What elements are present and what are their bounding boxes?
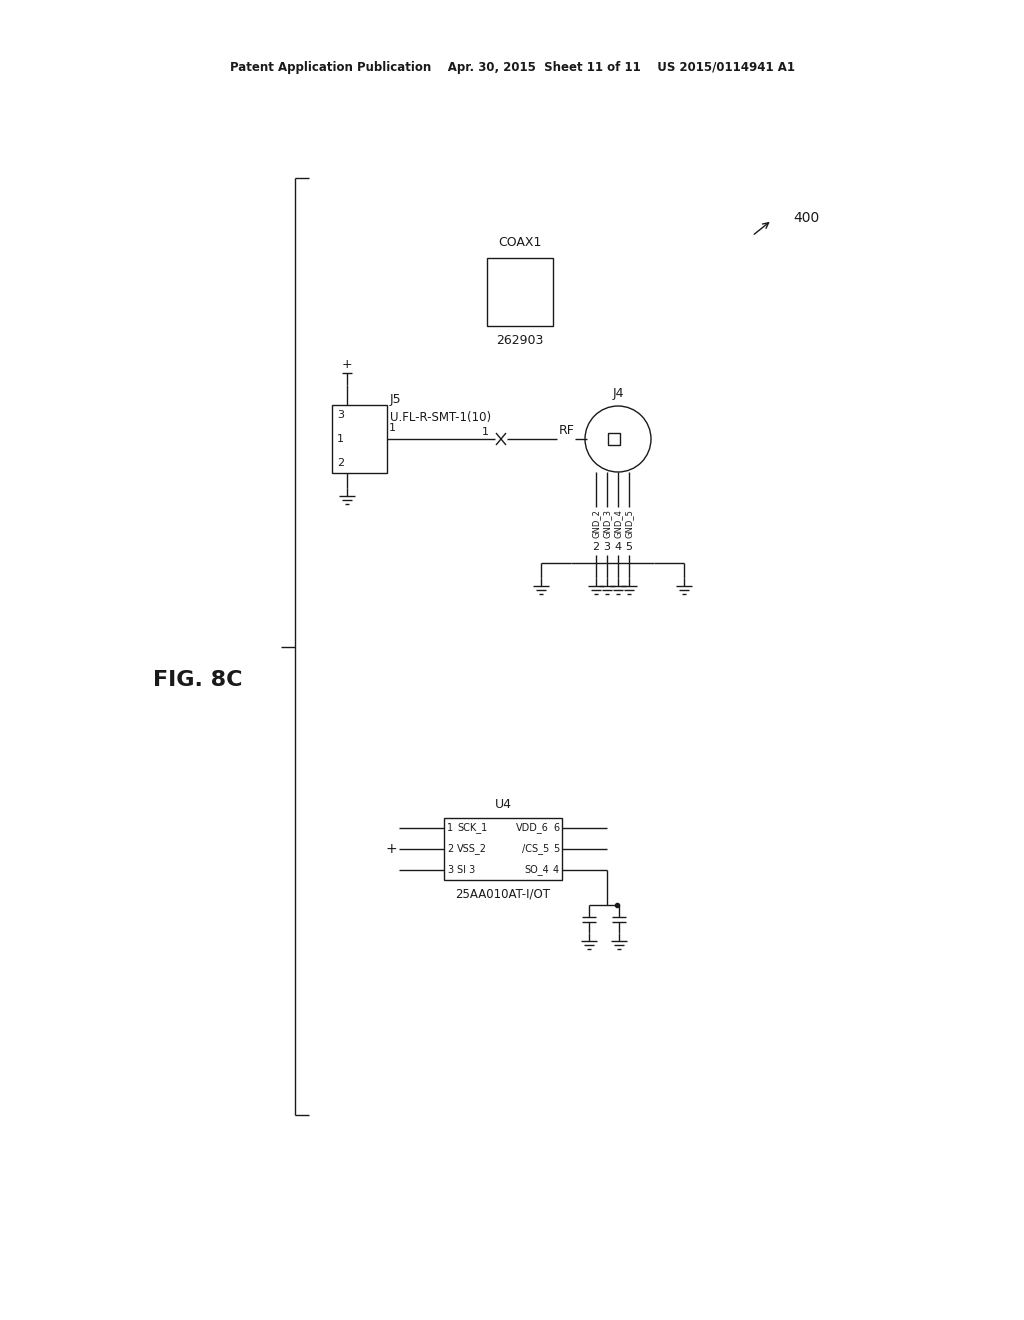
Text: 3: 3 <box>603 543 610 552</box>
Text: 3: 3 <box>447 865 454 875</box>
Text: U.FL-R-SMT-1(10): U.FL-R-SMT-1(10) <box>390 411 492 424</box>
Bar <box>332 405 387 473</box>
Text: GND_2: GND_2 <box>592 510 600 537</box>
Text: 5: 5 <box>553 843 559 854</box>
Bar <box>608 433 620 445</box>
Text: J5: J5 <box>390 393 401 407</box>
Text: 1: 1 <box>481 426 488 437</box>
Text: SCK_1: SCK_1 <box>457 822 487 833</box>
Text: 400: 400 <box>793 211 819 224</box>
Text: FIG. 8C: FIG. 8C <box>154 671 243 690</box>
Text: RF: RF <box>559 424 574 437</box>
Text: +: + <box>342 359 352 371</box>
Text: 2: 2 <box>447 843 454 854</box>
Text: Patent Application Publication    Apr. 30, 2015  Sheet 11 of 11    US 2015/01149: Patent Application Publication Apr. 30, … <box>229 62 795 74</box>
Text: 6: 6 <box>553 822 559 833</box>
Text: 25AA010AT-I/OT: 25AA010AT-I/OT <box>456 887 551 900</box>
Text: /CS_5: /CS_5 <box>522 843 549 854</box>
Text: 1: 1 <box>447 822 454 833</box>
Text: 262903: 262903 <box>497 334 544 346</box>
Text: 4: 4 <box>553 865 559 875</box>
Text: COAX1: COAX1 <box>499 235 542 248</box>
Text: 1: 1 <box>337 434 344 444</box>
Text: 2: 2 <box>337 458 344 469</box>
Text: 1: 1 <box>389 422 396 433</box>
Text: J4: J4 <box>612 388 624 400</box>
Bar <box>487 257 553 326</box>
Text: VDD_6: VDD_6 <box>516 822 549 833</box>
Text: GND_4: GND_4 <box>613 510 623 537</box>
Bar <box>444 818 562 880</box>
Text: +: + <box>385 842 397 855</box>
Text: VSS_2: VSS_2 <box>457 843 487 854</box>
Text: 4: 4 <box>614 543 622 552</box>
Text: GND_3: GND_3 <box>602 510 611 539</box>
Text: 2: 2 <box>593 543 600 552</box>
Text: SI 3: SI 3 <box>457 865 475 875</box>
Text: SO_4: SO_4 <box>524 865 549 875</box>
Text: 3: 3 <box>337 411 344 420</box>
Text: GND_5: GND_5 <box>625 510 634 537</box>
Text: U4: U4 <box>495 797 512 810</box>
Text: 5: 5 <box>626 543 633 552</box>
